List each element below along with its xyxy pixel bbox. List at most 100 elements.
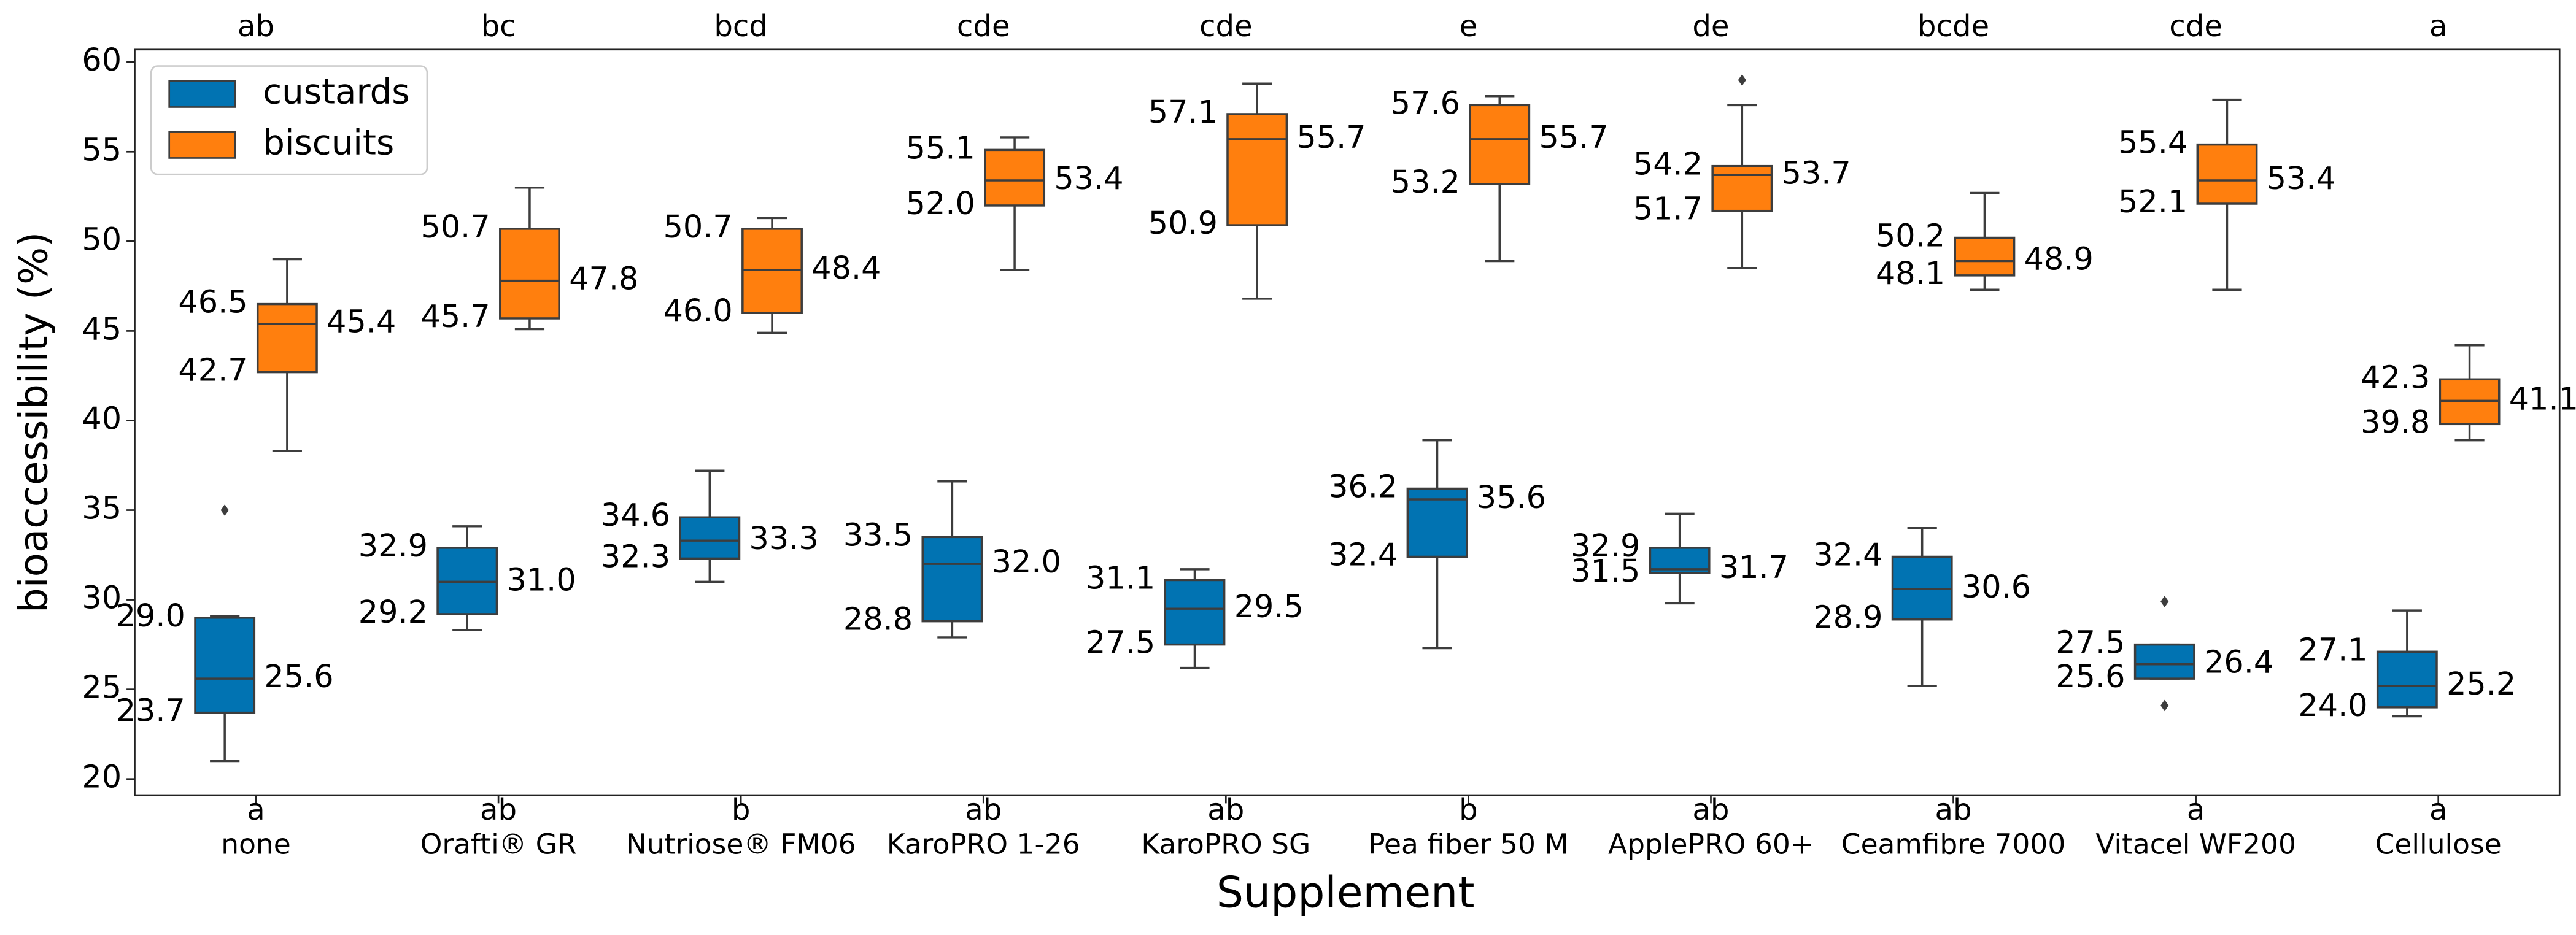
median-label: 25.2 [2446, 666, 2516, 702]
q1-label: 52.0 [906, 185, 975, 221]
box [256, 302, 318, 374]
q1-label: 46.0 [663, 293, 733, 329]
x-tick-label: none [221, 828, 291, 860]
x-tick-label: Cellulose [2375, 828, 2502, 860]
y-tick-label: 55 [82, 131, 122, 167]
median-label: 47.8 [569, 261, 638, 297]
bottom-letter: ab [1692, 793, 1729, 827]
box-group: 42.3 39.8 41.1 [2361, 344, 2576, 442]
q3-label: 50.7 [420, 209, 490, 245]
bottom-letter: b [732, 793, 751, 827]
box-group: 50.7 46.0 48.4 [663, 209, 881, 334]
y-tick-label: 35 [82, 490, 122, 526]
y-tick-label: 25 [82, 669, 122, 706]
q1-label: 52.1 [2118, 183, 2187, 220]
q1-label: 53.2 [1391, 164, 1460, 200]
q3-label: 50.2 [1876, 218, 1945, 254]
median-label: 26.4 [2204, 644, 2273, 680]
q1-label: 23.7 [116, 693, 185, 729]
median-label: 45.4 [327, 304, 396, 340]
q1-label: 50.9 [1148, 205, 1218, 241]
q3-label: 27.5 [2056, 625, 2125, 661]
q1-label: 29.2 [358, 594, 428, 630]
box [921, 536, 983, 623]
q3-label: 55.1 [906, 129, 975, 166]
bottom-letter: ab [1207, 793, 1244, 827]
y-tick-label: 30 [82, 580, 122, 616]
bottom-letter: b [1459, 793, 1478, 827]
box [2196, 143, 2258, 205]
outlier [1738, 74, 1746, 86]
top-letter: bc [481, 9, 516, 44]
q1-label: 27.5 [1086, 625, 1155, 661]
box-group: 33.5 28.8 32.0 [843, 480, 1061, 639]
legend-swatch [168, 131, 236, 159]
q1-label: 32.3 [601, 538, 670, 574]
q3-label: 32.4 [1813, 536, 1882, 572]
box-group: 50.7 45.7 47.8 [420, 186, 638, 334]
box-group: 46.5 42.7 45.4 [178, 258, 396, 452]
q3-label: 46.5 [178, 284, 247, 320]
box-group: 57.1 50.9 55.7 [1148, 82, 1366, 300]
legend-label: biscuits [263, 123, 394, 163]
top-letter: bcd [714, 9, 768, 44]
median-label: 48.4 [811, 250, 881, 286]
q1-label: 28.8 [843, 601, 913, 637]
outlier [2160, 699, 2169, 712]
box [1711, 164, 1773, 212]
box-group: 29.0 23.7 25.6 [116, 504, 334, 763]
x-tick-label: Orafti® GR [420, 828, 577, 860]
q1-label: 45.7 [420, 298, 490, 334]
box [1954, 236, 2016, 277]
plot-frame [134, 48, 2561, 796]
q1-label: 39.8 [2361, 404, 2430, 440]
box [499, 228, 560, 320]
median-label: 32.0 [992, 544, 1061, 580]
median-label: 25.6 [264, 658, 333, 695]
q1-label: 28.9 [1813, 599, 1882, 636]
median-label: 53.7 [1782, 155, 1851, 191]
y-axis-label: bioaccessibility (%) [10, 232, 56, 613]
box-group: 31.1 27.5 29.5 [1086, 560, 1304, 669]
median-label: 31.7 [1719, 549, 1789, 585]
box-group: 50.248.1 48.9 [1876, 191, 2094, 291]
q3-label: 31.1 [1086, 560, 1155, 596]
y-tick-label: 45 [82, 310, 122, 347]
bottom-letter: ab [1935, 793, 1972, 827]
q3-label: 27.1 [2298, 631, 2367, 668]
y-tick-label: 40 [82, 400, 122, 436]
legend: custards biscuits [150, 65, 428, 175]
median-label: 55.7 [1296, 119, 1366, 155]
outlier [220, 504, 229, 516]
q1-label: 24.0 [2298, 687, 2367, 723]
box-group: 55.1 52.0 53.4 [906, 129, 1124, 271]
q3-label: 29.0 [116, 598, 185, 634]
median-label: 48.9 [2024, 240, 2094, 277]
y-tick-label: 60 [82, 42, 122, 78]
x-tick-label: Nutriose® FM06 [626, 828, 856, 860]
legend-label: custards [263, 72, 409, 112]
x-tick-label: ApplePRO 60+ [1608, 828, 1814, 860]
box [984, 148, 1046, 207]
q3-label: 50.7 [663, 209, 733, 245]
top-letter: e [1460, 9, 1478, 44]
q1-label: 32.4 [1328, 536, 1398, 572]
median-label: 30.6 [1962, 569, 2031, 605]
legend-swatch [168, 80, 236, 108]
box-group: 57.6 53.2 55.7 [1391, 85, 1609, 263]
box-group: 27.1 24.0 25.2 [2298, 609, 2516, 723]
median-label: 29.5 [1234, 588, 1304, 625]
q3-label: 36.2 [1328, 468, 1398, 504]
q1-label: 31.5 [1571, 553, 1640, 589]
box [2376, 650, 2438, 709]
x-tick-label: Ceamfibre 7000 [1841, 828, 2065, 860]
box [2133, 643, 2195, 680]
top-letter: cde [1199, 9, 1253, 44]
top-letter: cde [2169, 9, 2222, 44]
top-letter: de [1692, 9, 1729, 44]
q3-label: 54.2 [1633, 146, 1703, 182]
top-letter: a [2429, 9, 2448, 44]
bottom-letter: a [2429, 793, 2448, 827]
median-label: 33.3 [749, 520, 819, 556]
